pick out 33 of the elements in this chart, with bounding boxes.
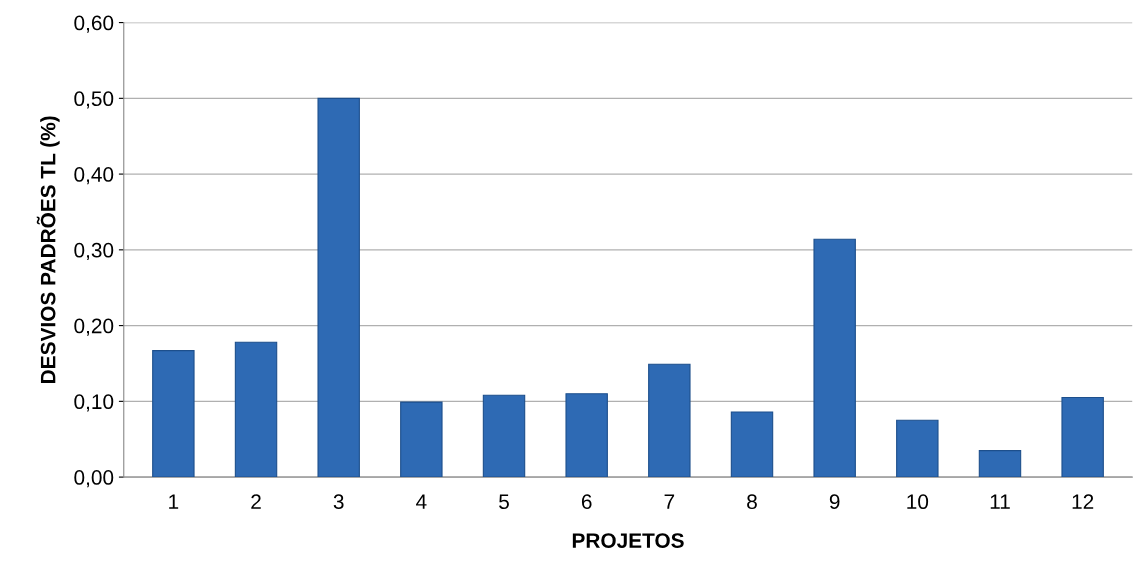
- y-tick-label: 0,50: [74, 91, 114, 109]
- x-tick-label: 4: [416, 494, 427, 509]
- bar: [813, 238, 856, 478]
- y-tick-label: 0,30: [74, 242, 114, 261]
- y-tick-label: 0,60: [74, 15, 114, 33]
- y-tick-label: 0,10: [74, 394, 114, 412]
- x-tick-label: 5: [499, 494, 509, 510]
- x-tick-label: 2: [251, 494, 261, 509]
- y-axis-title: DESVIOS PADRÕES TL (%): [36, 116, 60, 383]
- y-tick-label: 0,40: [74, 167, 114, 185]
- bar: [152, 350, 195, 478]
- x-tick-label: 10: [907, 494, 929, 510]
- x-tick-label: 11: [990, 494, 1010, 509]
- bar: [730, 411, 774, 478]
- x-tick-label: 6: [581, 494, 592, 510]
- bar: [978, 450, 1022, 478]
- bar: [482, 394, 526, 478]
- x-tick-label: 9: [829, 494, 840, 510]
- bar: [317, 97, 360, 478]
- x-tick-label: 7: [664, 494, 675, 509]
- x-tick-label: 12: [1072, 494, 1094, 509]
- x-axis-title: PROJETOS: [572, 533, 684, 548]
- bar: [648, 363, 691, 478]
- bar: [896, 419, 939, 478]
- y-tick-label: 0,20: [74, 318, 114, 336]
- y-tick-label: 0,00: [74, 470, 114, 488]
- x-tick-label: 8: [747, 494, 757, 510]
- x-tick-label: 1: [169, 494, 179, 509]
- bar: [234, 341, 278, 478]
- bar: [1061, 397, 1104, 478]
- bar: [400, 401, 443, 478]
- bar: [565, 393, 608, 478]
- x-tick-label: 3: [333, 494, 344, 510]
